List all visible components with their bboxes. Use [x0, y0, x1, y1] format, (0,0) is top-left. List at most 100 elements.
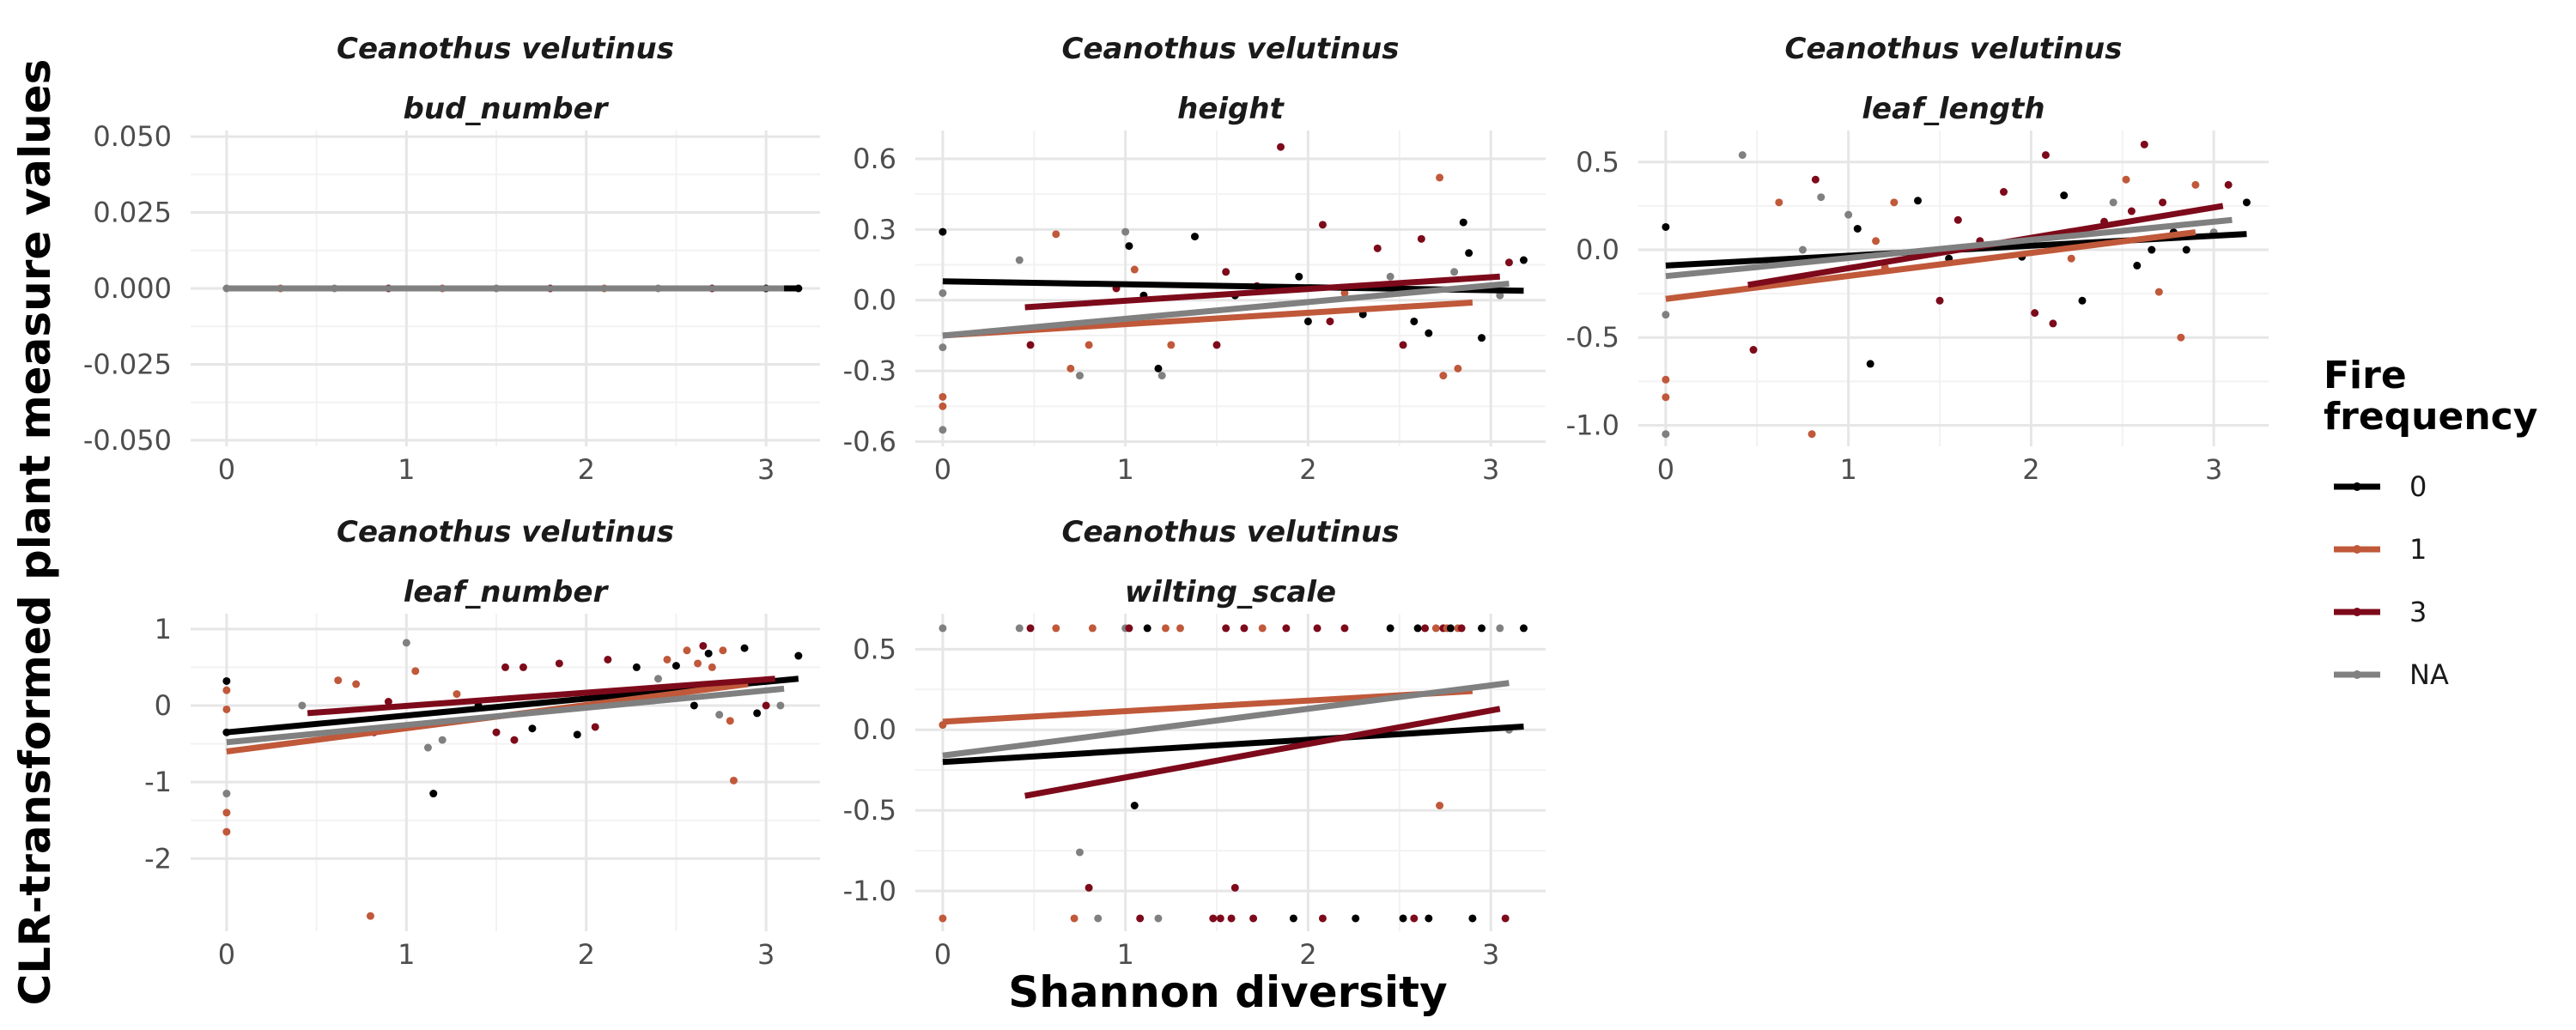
data-point-fire-3: [1026, 341, 1035, 349]
x-axis-title: Shannon diversity: [1008, 967, 1447, 1017]
data-point-fire-0: [2060, 191, 2069, 200]
y-tick-label: 0.050: [93, 120, 172, 153]
legend-label: 0: [2409, 470, 2427, 503]
data-point-fire-3: [1212, 341, 1221, 349]
x-tick-label: 2: [2022, 453, 2039, 486]
y-tick-label: 0.0: [1576, 233, 1619, 266]
data-point-fire-NA: [776, 701, 785, 710]
x-tick-label: 0: [934, 453, 951, 486]
data-point-fire-0: [794, 651, 803, 660]
data-point-fire-1: [1872, 237, 1880, 245]
data-point-fire-NA: [1154, 914, 1163, 923]
data-point-fire-0: [1519, 256, 1528, 264]
data-point-fire-3: [1026, 624, 1035, 633]
data-point-fire-1: [1070, 914, 1078, 923]
data-point-fire-1: [2154, 288, 2163, 296]
data-point-fire-1: [939, 914, 947, 923]
data-point-fire-1: [683, 646, 691, 655]
legend-label: 1: [2409, 533, 2427, 566]
data-point-fire-NA: [1496, 624, 1504, 633]
y-tick-label: 0.025: [93, 197, 172, 229]
data-point-fire-1: [729, 776, 738, 785]
x-tick-label: 3: [1482, 453, 1499, 486]
data-point-fire-NA: [715, 711, 724, 719]
y-tick-label: 0: [155, 689, 172, 722]
data-point-fire-NA: [1075, 848, 1084, 857]
data-point-fire-3: [1935, 296, 1944, 305]
data-point-fire-3: [501, 663, 509, 671]
data-point-fire-0: [1130, 802, 1139, 810]
data-point-fire-1: [1662, 375, 1670, 384]
data-point-fire-1: [1130, 265, 1139, 274]
data-point-fire-1: [334, 676, 343, 685]
data-point-fire-3: [762, 701, 770, 710]
data-point-fire-1: [1439, 372, 1448, 380]
data-point-fire-0: [1191, 233, 1200, 241]
data-point-fire-0: [573, 730, 581, 739]
data-point-fire-1: [1454, 364, 1462, 373]
data-point-fire-3: [1340, 624, 1349, 633]
facet-panel-bud_number: 0 1 2 3 0.050 0.025 0.000 -0.025 -0.050 Ceanothus…: [83, 32, 820, 486]
legend-title-line-2: frequency: [2324, 395, 2537, 439]
y-tick-label: 0.3: [853, 213, 896, 245]
data-point-fire-NA: [1798, 245, 1807, 254]
data-point-fire-NA: [1662, 430, 1670, 439]
data-point-fire-NA: [423, 743, 432, 752]
data-point-fire-0: [2148, 245, 2156, 254]
data-point-fire-3: [1421, 624, 1430, 633]
facet-measure-label: leaf_number: [404, 575, 610, 609]
data-point-fire-0: [1465, 249, 1473, 258]
data-point-fire-1: [726, 717, 734, 725]
data-point-fire-3: [492, 728, 501, 736]
data-point-fire-3: [1504, 258, 1513, 267]
data-point-fire-0: [2078, 296, 2087, 305]
data-point-fire-3: [555, 659, 563, 668]
data-point-fire-1: [1436, 173, 1444, 182]
data-point-fire-NA: [654, 675, 663, 683]
data-point-fire-3: [2159, 198, 2167, 207]
data-point-fire-0: [1446, 624, 1455, 633]
data-point-fire-1: [694, 659, 702, 668]
legend-key-point: [2353, 545, 2361, 554]
data-point-fire-3: [2127, 207, 2136, 215]
data-point-fire-0: [1125, 242, 1133, 251]
data-points: [939, 624, 1528, 923]
data-point-fire-0: [2182, 245, 2190, 254]
data-point-fire-3: [1457, 624, 1466, 633]
data-point-fire-1: [352, 680, 361, 688]
y-tick-label: 0.5: [853, 633, 896, 665]
data-point-fire-0: [671, 662, 680, 670]
y-tick-label: 0.6: [853, 142, 896, 175]
data-point-fire-3: [2000, 188, 2008, 197]
y-tick-label: 0.5: [1576, 146, 1619, 179]
data-point-fire-1: [708, 663, 716, 671]
x-tick-label: 2: [578, 453, 595, 486]
data-point-fire-0: [1143, 624, 1151, 633]
data-point-fire-1: [1431, 624, 1440, 633]
data-point-fire-NA: [1738, 151, 1747, 160]
data-point-fire-1: [1161, 624, 1170, 633]
x-tick-label: 1: [398, 938, 415, 971]
facet-panel-height: 0 1 2 3 0.6 0.3 0.0 -0.3 -0.6 Ceanothus velutinus…: [843, 32, 1546, 486]
data-point-fire-3: [1222, 624, 1230, 633]
data-point-fire-0: [1399, 914, 1407, 923]
data-point-fire-3: [2041, 151, 2050, 160]
data-point-fire-1: [939, 392, 947, 401]
data-point-fire-3: [1313, 624, 1321, 633]
data-points: [1662, 140, 2251, 439]
data-point-fire-0: [1303, 317, 1312, 325]
chart-panels: 0 1 2 30.0500.0250.000-0.025-0.050Ceanothus…: [83, 32, 2269, 971]
y-axis-title: CLR-transformed plant measure values: [10, 59, 60, 1006]
minor-gridlines: [915, 130, 1546, 446]
x-tick-label: 0: [1657, 453, 1674, 486]
facet-measure-label: wilting_scale: [1125, 575, 1336, 609]
data-point-fire-0: [1352, 914, 1360, 923]
data-point-fire-NA: [1157, 372, 1166, 380]
y-tick-label: -1.0: [843, 875, 896, 907]
x-tick-label: 2: [1299, 453, 1316, 486]
y-tick-label: 0.0: [853, 713, 896, 746]
x-tick-label: 3: [757, 938, 775, 971]
y-tick-label: -0.6: [843, 426, 896, 458]
data-point-fire-1: [1662, 393, 1670, 402]
y-tick-label: 0.0: [853, 284, 896, 317]
